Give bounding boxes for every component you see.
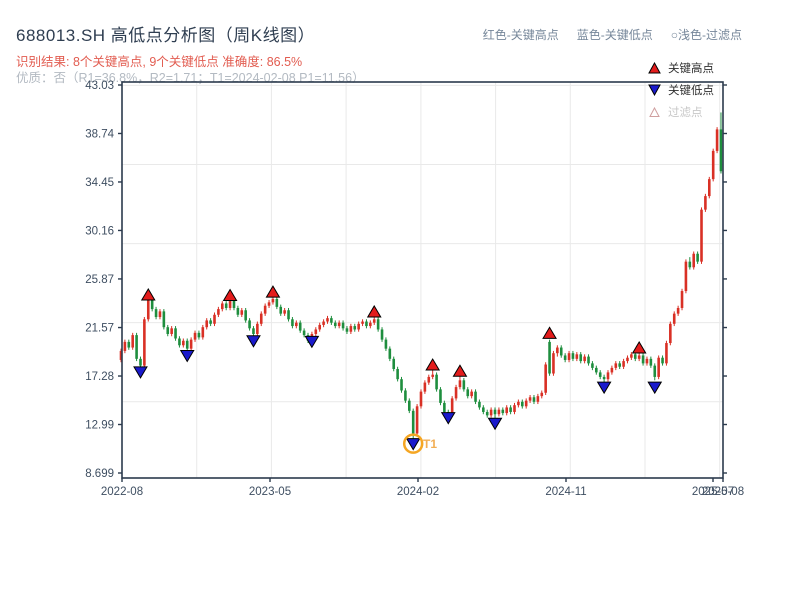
svg-text:2024-11: 2024-11: [545, 486, 586, 498]
candles: [119, 112, 723, 441]
axis-ticks: [118, 84, 727, 482]
color-key-legend: 红色-关键高点 蓝色-关键低点 ○浅色-过滤点: [483, 26, 742, 43]
legend-light-filter: ○浅色-过滤点: [670, 28, 742, 42]
key-high-marker: [140, 288, 156, 301]
svg-text:2025-07: 2025-07: [692, 486, 734, 498]
plot-legend-item-key-high: 关键高点: [648, 60, 714, 75]
key-high-marker: [222, 288, 238, 302]
gridlines: [121, 82, 723, 478]
recognition-result-line: 识别结果: 8个关键高点, 9个关键低点 准确度: 86.5%: [16, 55, 303, 69]
plot-legend-low-label: 关键低点: [668, 84, 714, 97]
plot-legend: 关键高点 关键低点 过滤点: [648, 60, 714, 119]
svg-text:12.99: 12.99: [85, 420, 114, 432]
plot-legend-filter-label: 过滤点: [668, 106, 703, 119]
key-low-triangle-icon: [648, 84, 661, 96]
plot-border: [121, 81, 724, 479]
key-low-marker: [133, 366, 148, 379]
key-low-marker: [246, 335, 261, 348]
svg-text:30.16: 30.16: [85, 225, 114, 237]
page-title: 688013.SH 高低点分析图（周K线图）: [16, 26, 316, 45]
key-high-marker: [631, 341, 647, 354]
svg-text:2025-08: 2025-08: [702, 486, 744, 498]
key-low-marker: [440, 412, 456, 425]
plot-legend-item-filter: 过滤点: [648, 104, 714, 119]
t1-circle: [402, 433, 424, 454]
key-high-marker: [265, 285, 281, 298]
key-high-marker: [542, 326, 557, 339]
svg-text:38.74: 38.74: [85, 128, 114, 140]
key-high-marker: [425, 358, 441, 371]
key-high-marker: [452, 364, 468, 377]
svg-text:43.03: 43.03: [85, 80, 114, 92]
key-low-marker: [405, 438, 421, 451]
svg-text:8.699: 8.699: [85, 468, 114, 480]
key-point-markers: [133, 285, 663, 451]
svg-text:2023-05: 2023-05: [249, 486, 291, 498]
key-high-marker: [366, 304, 382, 318]
filter-triangle-icon: [649, 106, 660, 117]
svg-text:34.45: 34.45: [85, 177, 114, 189]
axis-tick-labels: 43.03 38.74 34.45 30.16 25.87 21.57 17.28 12.99…: [85, 80, 744, 498]
key-high-triangle-icon: [648, 61, 661, 73]
plot-legend-item-key-low: 关键低点: [648, 82, 714, 97]
legend-blue-key-low: 蓝色-关键低点: [576, 28, 653, 42]
t1-annotation-label: T1: [423, 437, 438, 451]
key-low-marker: [179, 349, 195, 363]
plot-legend-high-label: 关键高点: [668, 62, 714, 75]
key-low-marker: [647, 381, 663, 395]
svg-text:25.87: 25.87: [85, 274, 114, 286]
svg-text:21.57: 21.57: [85, 323, 114, 335]
svg-text:2022-08: 2022-08: [101, 486, 143, 498]
svg-text:17.28: 17.28: [85, 371, 114, 383]
key-low-marker: [304, 335, 320, 349]
legend-red-key-high: 红色-关键高点: [482, 28, 559, 42]
key-low-marker: [596, 381, 612, 395]
svg-text:2024-02: 2024-02: [397, 486, 439, 498]
key-low-marker: [487, 417, 503, 431]
